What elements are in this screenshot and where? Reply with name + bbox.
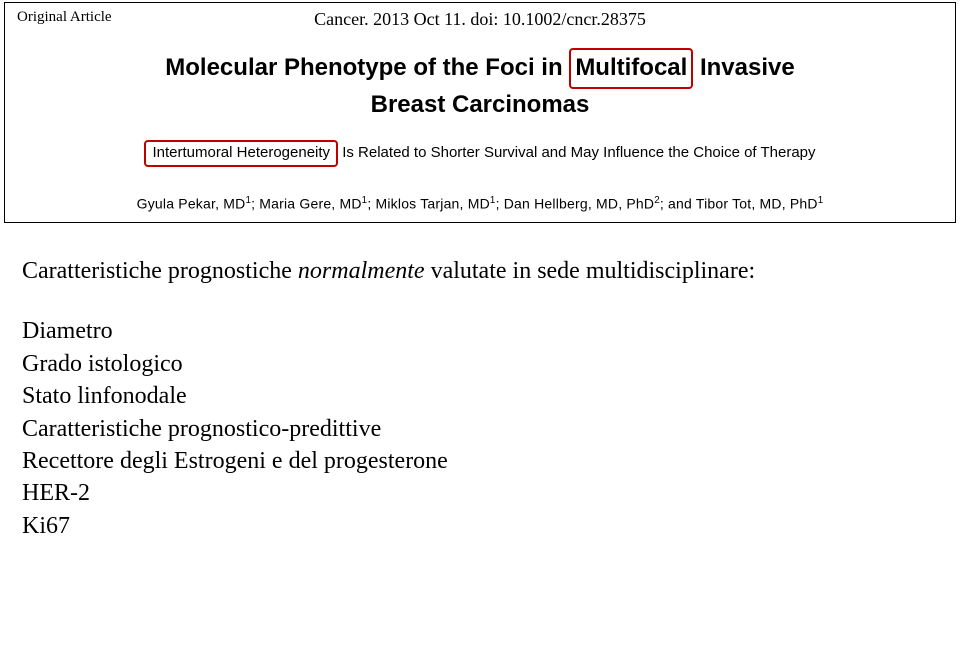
title-pre: Molecular Phenotype of the Foci in [165,54,569,81]
header-panel: Original Article Cancer. 2013 Oct 11. do… [4,2,956,223]
list-item: Recettore degli Estrogeni e del progeste… [22,445,938,477]
intro-paragraph: Caratteristiche prognostiche normalmente… [22,255,938,287]
title-post: Invasive [693,54,794,81]
list-item: Grado istologico [22,348,938,380]
original-article-label: Original Article [17,9,112,26]
title-line2: Breast Carcinomas [371,91,590,118]
article-title: Molecular Phenotype of the Foci in Multi… [17,48,943,120]
subtitle-highlight-heterogeneity: Intertumoral Heterogeneity [144,140,338,167]
body-content: Caratteristiche prognostiche normalmente… [22,255,938,542]
title-highlight-multifocal: Multifocal [569,48,693,89]
intro-pre: Caratteristiche prognostiche [22,258,298,284]
intro-post: valutate in sede multidisciplinare: [425,258,756,284]
list-item: Caratteristiche prognostico-predittive [22,413,938,445]
article-subtitle: Intertumoral Heterogeneity Is Related to… [17,140,943,167]
list-item: HER-2 [22,477,938,509]
citation-text: Cancer. 2013 Oct 11. doi: 10.1002/cncr.2… [17,9,943,30]
authors-line: Gyula Pekar, MD1; Maria Gere, MD1; Miklo… [17,195,943,212]
list-item: Ki67 [22,510,938,542]
list-item: Diametro [22,315,938,347]
subtitle-rest: Is Related to Shorter Survival and May I… [338,144,815,161]
intro-italic: normalmente [298,258,425,284]
list-item: Stato linfonodale [22,380,938,412]
